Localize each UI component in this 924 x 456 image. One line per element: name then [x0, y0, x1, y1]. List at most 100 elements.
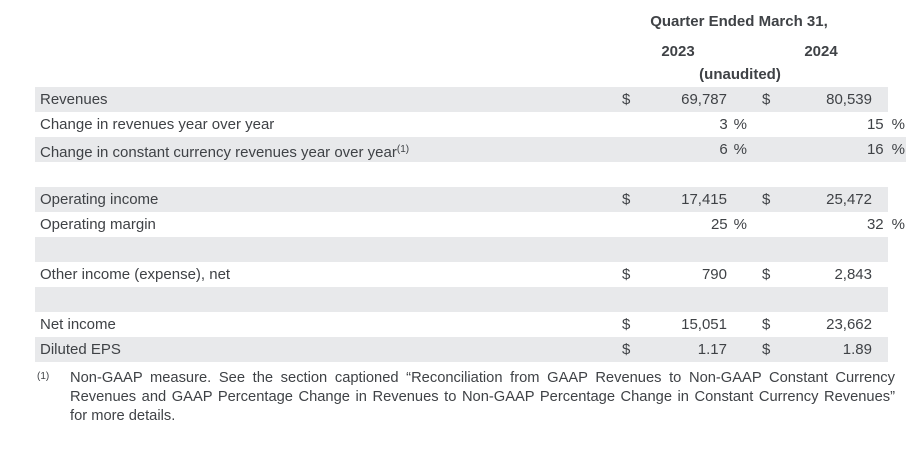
percent-sign: % [891, 141, 905, 158]
amount-2023: 17,415 [640, 187, 729, 212]
financial-results-page: Quarter Ended March 31, 2023 2024 (unaud… [0, 12, 924, 456]
dollar-sign-2024: $ [752, 262, 780, 287]
row-label-text: Other income (expense), net [40, 266, 231, 283]
amount-2024: 23,662 [826, 316, 872, 333]
row-label-text: Change in revenues year over year [40, 116, 275, 133]
table-row: Net income $15,051 $23,662 [35, 312, 906, 337]
row-label-text: Diluted EPS [40, 341, 121, 358]
percent-sign: % [733, 216, 747, 233]
dollar-col-2024 [752, 162, 780, 187]
footnote: (1) Non-GAAP measure. See the section ca… [35, 369, 924, 426]
dollar-sign-icon: $ [622, 341, 631, 358]
amount-2023: 69,787 [640, 87, 729, 112]
financial-table: Revenues $69,787 $80,539 Change in revenues… [35, 87, 906, 362]
row-label-text: Net income [40, 316, 116, 333]
row-label [35, 162, 612, 187]
percent-col-overhang [888, 87, 906, 112]
period-header-label: Quarter Ended March 31, [650, 13, 828, 30]
dollar-sign-icon: $ [622, 191, 631, 208]
percent-number: 6 [719, 141, 728, 158]
percent-col-overhang [888, 287, 906, 312]
dollar-col-2024 [752, 137, 780, 162]
percent-value-2023: 3% [640, 112, 752, 137]
percent-number: 16 [866, 141, 884, 158]
percent-col-overhang [888, 237, 906, 262]
percent-sign: % [733, 116, 747, 133]
dollar-col-2024 [752, 212, 780, 237]
dollar-sign-icon: $ [762, 341, 771, 358]
dollar-sign-2023: $ [612, 337, 640, 362]
row-label: Operating income [35, 187, 612, 212]
dollar-sign-icon: $ [622, 316, 631, 333]
row-label: Net income [35, 312, 612, 337]
dollar-sign-icon: $ [622, 266, 631, 283]
percent-number: 15 [866, 116, 884, 133]
table-row: Other income (expense), net $790 $2,843 [35, 262, 906, 287]
dollar-sign-icon: $ [622, 91, 631, 108]
row-label-text: Operating income [40, 191, 159, 208]
row-label: Diluted EPS [35, 337, 612, 362]
dollar-sign-icon: $ [762, 266, 771, 283]
percent-col-overhang [888, 312, 906, 337]
footnote-text: Non-GAAP measure. See the section captio… [70, 370, 895, 424]
percent-number: 3 [719, 116, 728, 133]
dollar-sign-2023: $ [612, 262, 640, 287]
dollar-col-2023 [612, 287, 640, 312]
spacer-row [35, 237, 906, 262]
percent-col-2023 [729, 287, 752, 312]
amount-col-2024 [780, 237, 888, 262]
amount-2023: 790 [701, 266, 727, 283]
table-row: Operating income $17,415 $25,472 [35, 187, 906, 212]
percent-col-2023 [729, 187, 752, 212]
row-label [35, 237, 612, 262]
amount-2024: 25,472 [780, 187, 888, 212]
amount-col-2023 [640, 237, 729, 262]
amount-col-2024 [780, 162, 888, 187]
dollar-sign-icon: $ [762, 316, 771, 333]
amount-col-2023 [640, 287, 729, 312]
dollar-sign-2024: $ [752, 87, 780, 112]
percent-sign: % [891, 216, 905, 233]
dollar-sign-2023: $ [612, 87, 640, 112]
amount-2023: 1.17 [640, 337, 729, 362]
percent-col-2023 [729, 262, 752, 287]
dollar-sign-2023: $ [612, 312, 640, 337]
year-headers-row: 2023 2024 [612, 42, 906, 61]
row-label: Change in constant currency revenues yea… [35, 137, 612, 162]
row-label [35, 287, 612, 312]
footnote-ref: (1) [37, 371, 50, 382]
table-row: Operating margin 25% 32% [35, 212, 906, 237]
table-row: Diluted EPS $1.17 $1.89 [35, 337, 906, 362]
percent-sign: % [891, 116, 905, 133]
percent-value-2023: 6% [640, 137, 752, 162]
percent-value-2023: 25% [640, 212, 752, 237]
amount-2024: 80,539 [780, 87, 888, 112]
footnote-ref-superscript: (1) [396, 144, 410, 155]
percent-col-overhang [888, 262, 906, 287]
dollar-sign-2024: $ [752, 337, 780, 362]
percent-col-overhang [888, 187, 906, 212]
dollar-sign-2024: $ [752, 312, 780, 337]
dollar-col-2024 [752, 287, 780, 312]
row-label-text: Change in constant currency revenues yea… [40, 144, 397, 161]
amount-2024: 1.89 [780, 337, 888, 362]
dollar-sign-icon: $ [762, 191, 771, 208]
spacer-row [35, 162, 906, 187]
percent-number: 32 [866, 216, 884, 233]
dollar-col-2023 [612, 237, 640, 262]
dollar-sign-icon: $ [762, 91, 771, 108]
table-row: Change in revenues year over year 3% 15% [35, 112, 906, 137]
percent-col-2023 [729, 162, 752, 187]
amount-2024: 2,843 [834, 266, 872, 283]
percent-value-2024: 16% [780, 137, 906, 162]
dollar-col-2023 [612, 212, 640, 237]
dollar-col-2024 [752, 237, 780, 262]
dollar-col-2024 [752, 112, 780, 137]
spacer-row [35, 287, 906, 312]
table-row: Change in constant currency revenues yea… [35, 137, 906, 162]
amount-col-2023 [640, 162, 729, 187]
row-label: Other income (expense), net [35, 262, 612, 287]
row-label: Revenues [35, 87, 612, 112]
percent-col-2023 [729, 337, 752, 362]
percent-sign: % [733, 141, 747, 158]
